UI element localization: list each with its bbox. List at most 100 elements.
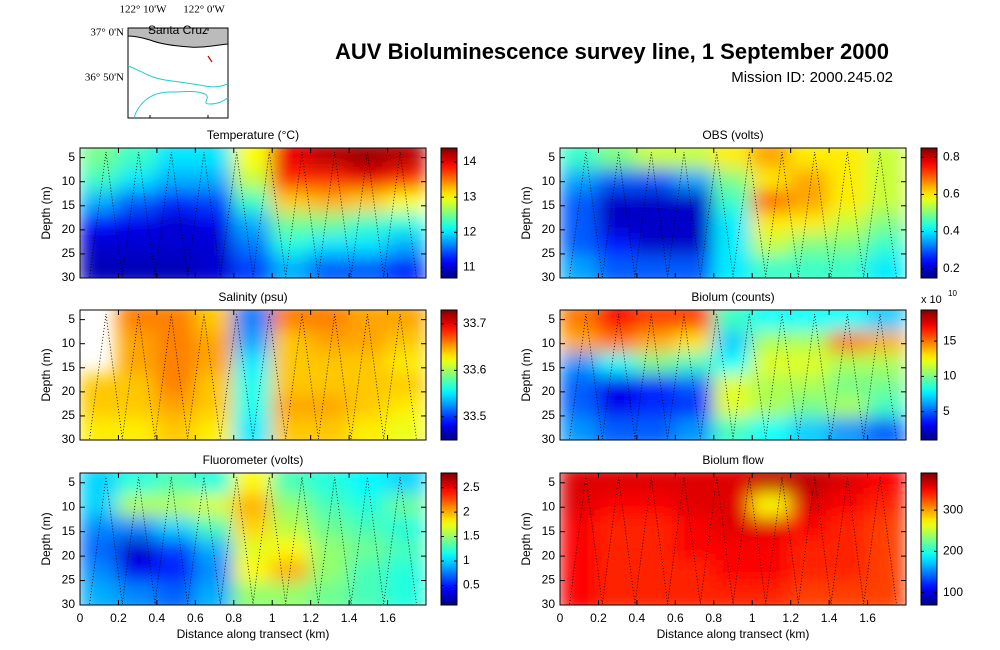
heat-cell bbox=[271, 494, 312, 518]
colorbar-tick-label: 10 bbox=[943, 369, 957, 383]
x-tick-label: 0.4 bbox=[149, 611, 166, 625]
heat-cell bbox=[828, 255, 869, 278]
heat-cell bbox=[309, 233, 351, 258]
x-tick-label: 1.2 bbox=[302, 611, 319, 625]
heat-cell bbox=[866, 494, 906, 518]
heat-cell bbox=[674, 473, 715, 496]
x-tick-label: 0 bbox=[557, 611, 564, 625]
heat-cell bbox=[597, 168, 638, 193]
heat-cell bbox=[828, 538, 869, 562]
heat-cell bbox=[194, 560, 235, 584]
heat-cell bbox=[560, 538, 600, 562]
y-tick-label: 20 bbox=[542, 222, 556, 236]
heat-cell bbox=[348, 352, 389, 376]
heat-cell bbox=[828, 310, 869, 333]
heat-cell bbox=[117, 330, 158, 355]
axes-box bbox=[559, 472, 907, 606]
heat-cell bbox=[635, 417, 677, 440]
y-tick-label: 30 bbox=[62, 597, 76, 611]
lat-label: 36° 50'N bbox=[85, 72, 124, 84]
heat-cell bbox=[828, 148, 869, 171]
heat-cell bbox=[751, 255, 792, 278]
heat-cell bbox=[309, 255, 351, 278]
heat-cell bbox=[751, 417, 792, 440]
heat-cell bbox=[674, 148, 715, 171]
heat-cell bbox=[712, 395, 754, 420]
axes-box bbox=[79, 147, 427, 279]
heat-cell bbox=[635, 190, 677, 214]
heat-cell bbox=[635, 374, 677, 398]
heat-cell bbox=[712, 212, 754, 236]
heat-cell bbox=[194, 352, 235, 376]
heat-cell bbox=[155, 538, 197, 562]
heat-cell bbox=[712, 582, 754, 605]
heat-cell bbox=[560, 255, 600, 278]
heat-cell bbox=[155, 330, 197, 355]
colorbar-tick-label: 11 bbox=[463, 260, 476, 274]
heat-cell bbox=[348, 582, 389, 605]
colorbar-tick-label: 14 bbox=[463, 154, 477, 168]
heat-cell bbox=[348, 255, 389, 278]
heatmap-cells bbox=[560, 310, 906, 440]
heat-cell bbox=[155, 374, 197, 398]
heat-cell bbox=[232, 494, 274, 518]
heatmap bbox=[80, 473, 426, 605]
heat-cell bbox=[751, 560, 792, 584]
heat-cell bbox=[828, 352, 869, 376]
heat-cell bbox=[789, 168, 831, 193]
y-tick-label: 20 bbox=[62, 222, 76, 236]
heat-cell bbox=[232, 190, 274, 214]
heatmap-cells bbox=[560, 473, 906, 605]
x-axis-label: Distance along transect (km) bbox=[657, 627, 810, 641]
heat-cell bbox=[348, 538, 389, 562]
heat-cell bbox=[155, 190, 197, 214]
heat-cell bbox=[271, 538, 312, 562]
heat-cell bbox=[597, 255, 638, 278]
heat-cell bbox=[560, 148, 600, 171]
heat-cell bbox=[712, 516, 754, 540]
heat-cell bbox=[386, 417, 426, 440]
x-tick-label: 1.4 bbox=[341, 611, 358, 625]
panel-title: OBS (volts) bbox=[702, 128, 763, 142]
heat-cell bbox=[828, 494, 869, 518]
heat-cell bbox=[155, 233, 197, 258]
heat-cell bbox=[271, 582, 312, 605]
heatmap bbox=[560, 148, 906, 278]
land bbox=[127, 27, 229, 48]
heat-cell bbox=[80, 255, 120, 278]
axes-box bbox=[79, 309, 427, 441]
heat-cell bbox=[117, 352, 158, 376]
heat-cell bbox=[789, 310, 831, 333]
heat-cell bbox=[348, 212, 389, 236]
heat-cell bbox=[271, 233, 312, 258]
heat-cell bbox=[751, 148, 792, 171]
colorbar-multiplier: x 10 bbox=[921, 294, 942, 306]
heat-cell bbox=[560, 330, 600, 355]
heat-cell bbox=[751, 473, 792, 496]
heat-cell bbox=[155, 255, 197, 278]
heat-cell bbox=[674, 395, 715, 420]
heat-cell bbox=[232, 516, 274, 540]
heat-cell bbox=[712, 255, 754, 278]
heat-cell bbox=[232, 560, 274, 584]
x-tick-label: 0.6 bbox=[187, 611, 204, 625]
heat-cell bbox=[712, 310, 754, 333]
heat-cell bbox=[674, 330, 715, 355]
x-tick-label: 0.4 bbox=[629, 611, 646, 625]
heat-cell bbox=[712, 538, 754, 562]
heat-cell bbox=[674, 494, 715, 518]
heat-cell bbox=[866, 473, 906, 496]
heat-cell bbox=[386, 310, 426, 333]
heat-cell bbox=[155, 417, 197, 440]
heat-cell bbox=[712, 148, 754, 171]
heat-cell bbox=[155, 148, 197, 171]
heat-cell bbox=[80, 212, 120, 236]
heat-cell bbox=[194, 190, 235, 214]
heat-cell bbox=[80, 473, 120, 496]
y-tick-label: 30 bbox=[542, 432, 556, 446]
heat-cell bbox=[348, 560, 389, 584]
heat-cell bbox=[386, 148, 426, 171]
heat-cell bbox=[309, 374, 351, 398]
heat-cell bbox=[271, 212, 312, 236]
heat-cell bbox=[80, 417, 120, 440]
